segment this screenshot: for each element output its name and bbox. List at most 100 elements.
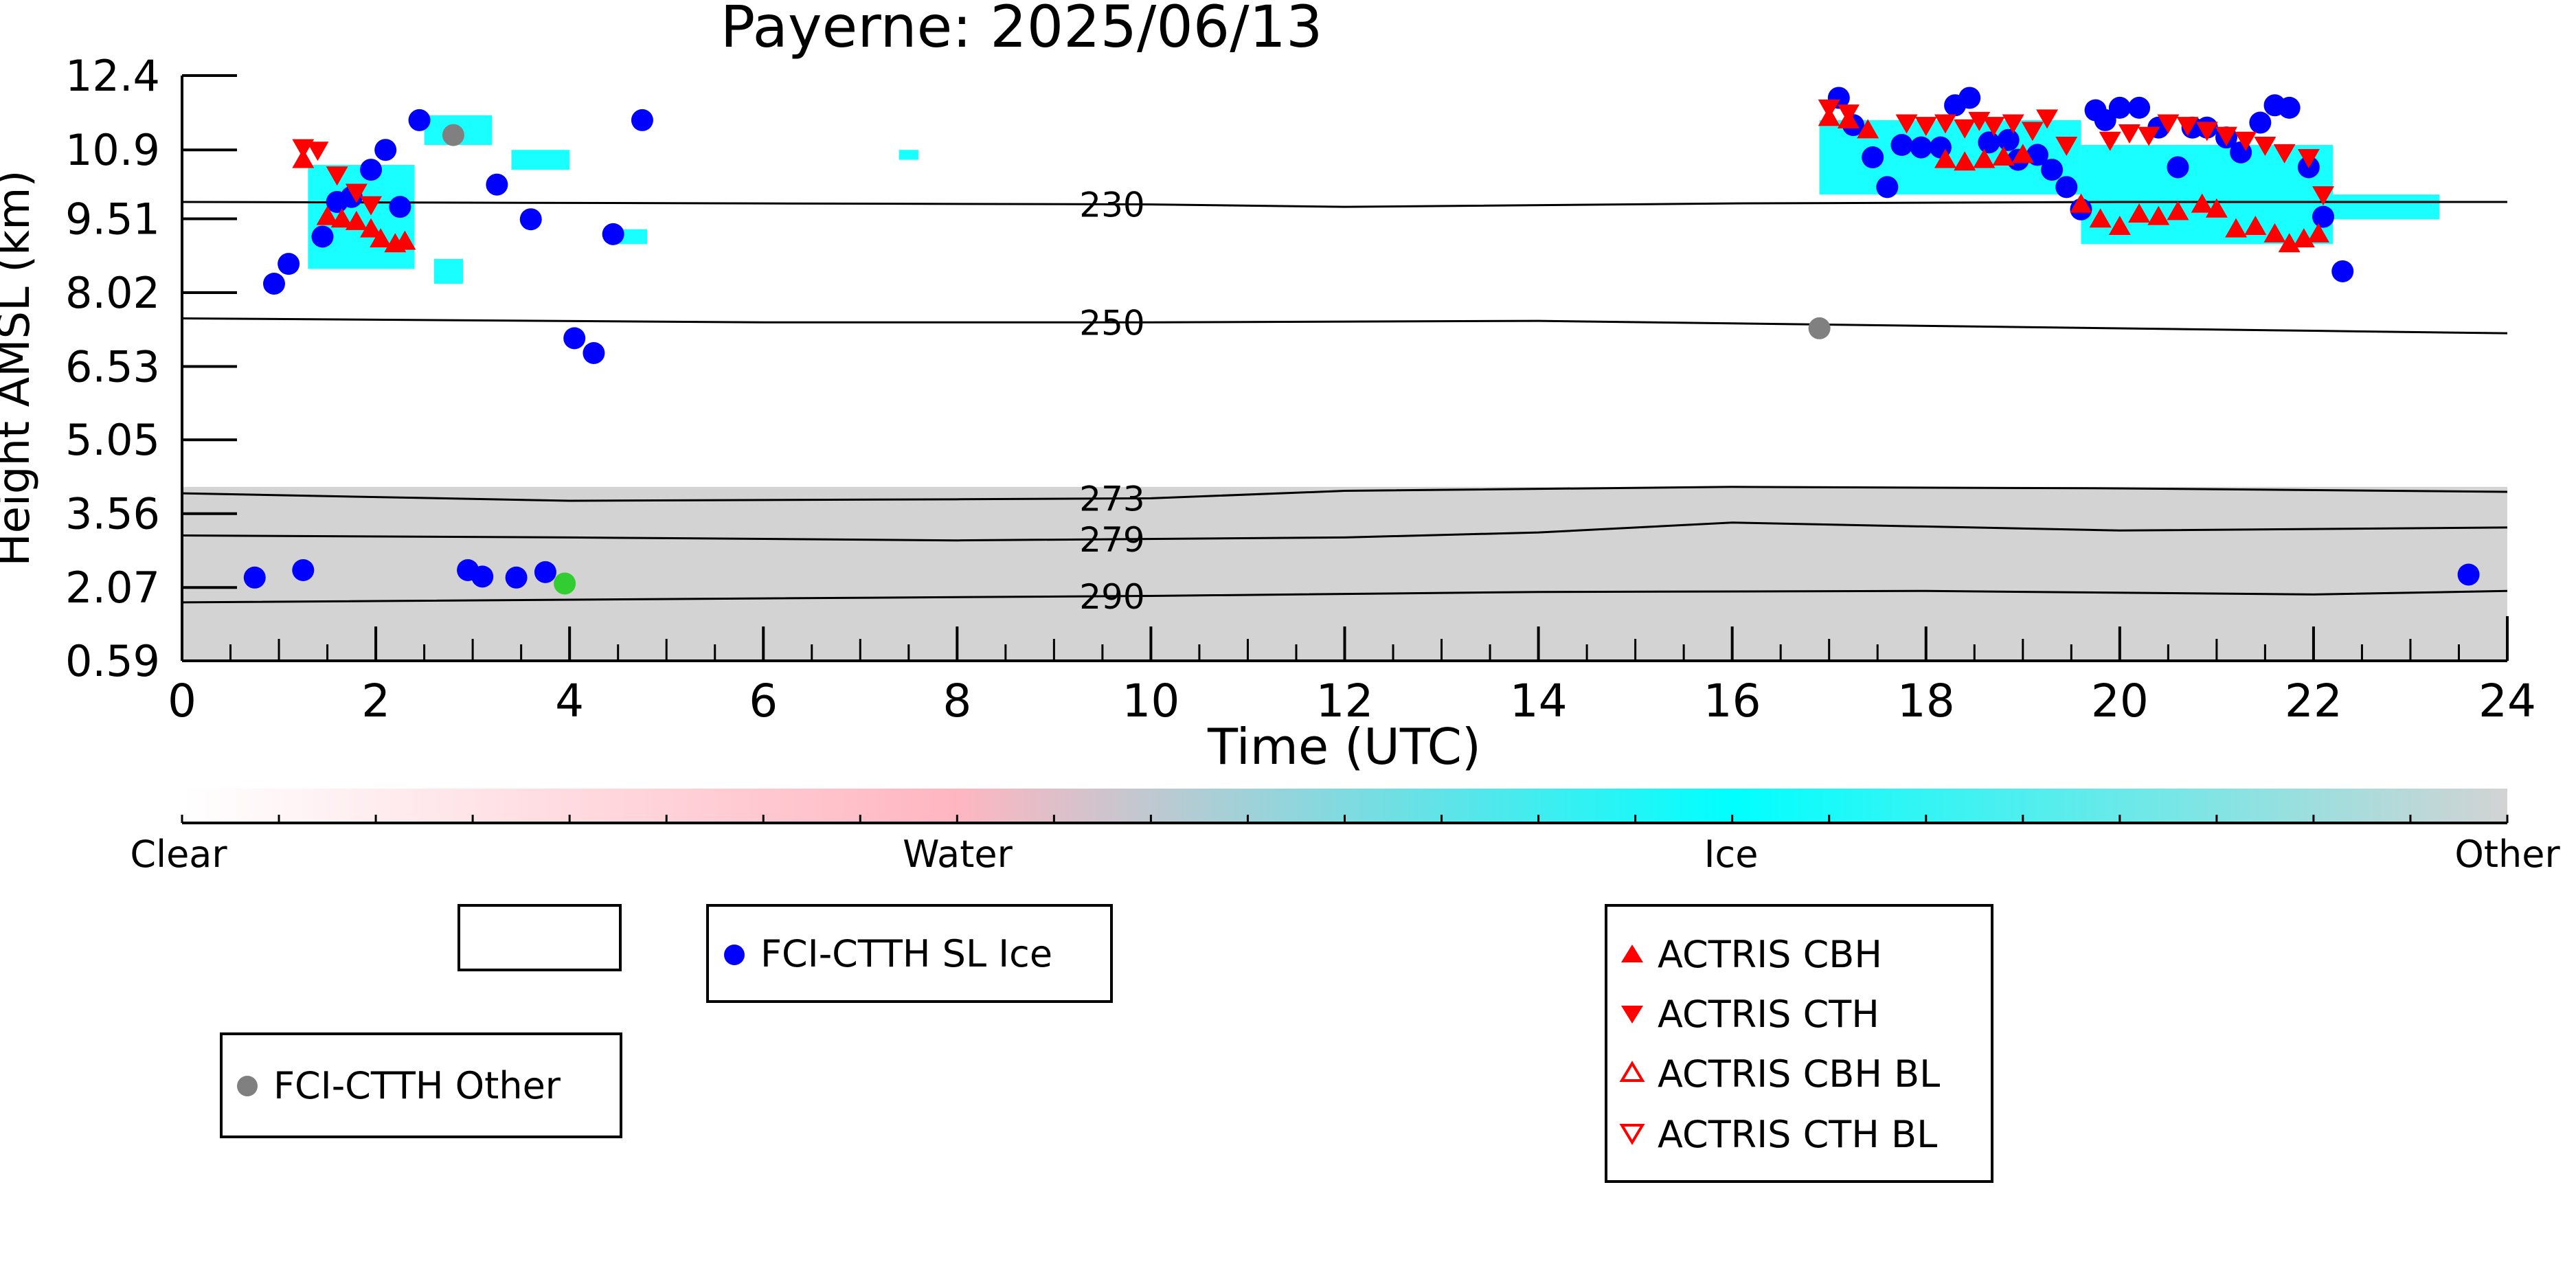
- x-tick-label-12: 24: [2478, 675, 2536, 727]
- marker-s0-53: [2457, 563, 2480, 586]
- marker-s0-49: [2278, 96, 2301, 119]
- marker-s0-26: [1910, 136, 1932, 159]
- marker-s0-30: [1978, 131, 2000, 154]
- marker-s3-2: [345, 210, 368, 230]
- y-ticks: 0.59 2.07 3.56 5.05 6.53 8.02 9.51 10.9 12.4: [65, 51, 237, 686]
- plot-area: [182, 87, 2507, 661]
- marker-s0-52: [2331, 260, 2354, 282]
- legend-other-label: FCI-CTTH Other: [273, 1064, 561, 1107]
- marker-s1-1: [1808, 317, 1831, 339]
- ice-patch-3: [511, 150, 570, 170]
- marker-s0-7: [389, 196, 411, 218]
- marker-s0-12: [583, 341, 605, 364]
- x-tick-label-8: 16: [1704, 675, 1761, 727]
- marker-s3-10: [1857, 119, 1879, 139]
- marker-s0-18: [471, 565, 494, 588]
- marker-s4-17: [2099, 131, 2121, 151]
- y-tick-label-0: 0.59: [65, 636, 160, 686]
- legend-sl-ice-box: [706, 904, 1113, 1003]
- marker-s0-23: [1862, 146, 1884, 169]
- contour-line-273: [182, 486, 2507, 502]
- y-tick-label-3: 5.05: [65, 415, 160, 465]
- marker-s4-10: [1954, 119, 1976, 139]
- marker-s4-13: [2002, 114, 2024, 134]
- ice-patch-5: [899, 150, 918, 160]
- y-tick-label-2: 3.56: [65, 489, 160, 539]
- marker-s0-25: [1890, 133, 1913, 156]
- colorbar-label-water: Water: [903, 833, 1013, 876]
- data-markers: [243, 87, 2480, 595]
- contour-line-279: [182, 521, 2507, 542]
- legend-cbh-bl-marker: [1619, 1061, 1645, 1082]
- marker-s0-47: [2249, 111, 2272, 134]
- marker-s3-7: [292, 148, 315, 168]
- x-tick-label-10: 20: [2091, 675, 2149, 727]
- contour-label-250: 250: [1079, 303, 1144, 343]
- marker-s0-16: [292, 558, 315, 581]
- legend-sl-ice-label: FCI-CTTH SL Ice: [760, 932, 1052, 975]
- marker-s0-39: [2108, 96, 2131, 119]
- marker-s4-24: [2235, 131, 2257, 151]
- contour-label-273: 273: [1079, 479, 1144, 519]
- marker-s0-14: [631, 109, 653, 131]
- legend-other-marker: [237, 1076, 258, 1096]
- colorbar-label-other: Other: [2454, 833, 2560, 876]
- marker-s0-42: [2167, 156, 2189, 179]
- x-tick-label-5: 10: [1122, 675, 1179, 727]
- legend-actris: ACTRIS CBH ACTRIS CTH ACTRIS CBH BL ACTR…: [1605, 904, 1993, 1183]
- marker-s4-21: [2176, 117, 2199, 137]
- marker-s0-2: [311, 225, 334, 248]
- y-tick-label-8: 12.4: [65, 51, 160, 101]
- marker-s4-26: [2273, 144, 2296, 163]
- contour-line-230: [182, 201, 2507, 208]
- marker-s3-28: [2292, 228, 2315, 248]
- marker-s3-18: [2108, 216, 2131, 236]
- marker-s0-5: [360, 159, 383, 181]
- marker-s4-12: [1982, 117, 2005, 137]
- marker-s4-2: [326, 166, 348, 186]
- contour-line-290: [182, 589, 2507, 604]
- marker-s0-38: [2094, 109, 2116, 131]
- legend-actris-box: [1605, 904, 1993, 1183]
- marker-s3-25: [2244, 216, 2267, 236]
- marker-s0-11: [563, 327, 586, 350]
- ice-patch-2: [433, 258, 464, 284]
- legend-cth-marker: [1621, 1006, 1643, 1024]
- marker-s0-0: [262, 272, 285, 295]
- x-tick-label-6: 12: [1316, 675, 1374, 727]
- marker-s3-15: [2011, 144, 2034, 163]
- y-tick-label-5: 8.02: [65, 268, 160, 318]
- ice-patch-4: [618, 229, 647, 245]
- colorbar-ticks: [181, 815, 2509, 823]
- colorbar-label-ice: Ice: [1704, 833, 1759, 876]
- marker-s4-6: [1837, 104, 1860, 124]
- marker-s4-7: [1895, 114, 1918, 134]
- marker-s4-11: [1968, 111, 1991, 131]
- marker-s4-25: [2254, 136, 2276, 156]
- marker-s3-11: [1934, 148, 1956, 168]
- contour-line-250: [182, 317, 2507, 335]
- marker-s3-0: [316, 205, 339, 225]
- marker-s0-35: [2055, 176, 2078, 199]
- marker-s0-10: [519, 208, 542, 231]
- marker-s3-27: [2278, 233, 2301, 253]
- marker-s3-1: [330, 208, 353, 228]
- marker-s4-20: [2157, 114, 2180, 134]
- marker-s0-15: [243, 566, 266, 589]
- marker-s0-6: [374, 139, 397, 161]
- marker-s0-34: [2041, 159, 2064, 181]
- marker-s0-31: [1997, 128, 2020, 151]
- marker-s4-9: [1934, 114, 1956, 134]
- marker-s4-19: [2138, 126, 2160, 146]
- marker-s0-1: [278, 253, 300, 275]
- marker-s0-40: [2128, 96, 2151, 119]
- legend-other-box: [220, 1032, 622, 1138]
- marker-s0-51: [2312, 205, 2335, 228]
- marker-s3-19: [2128, 203, 2151, 223]
- colorbar-label-clear: Clear: [130, 833, 227, 876]
- x-tick-label-0: 0: [168, 675, 196, 727]
- marker-s3-13: [1973, 148, 1996, 168]
- x-ticks: 0 2 4 6 8 10 12 14 16 18 20 22 24: [168, 626, 2536, 727]
- marker-s3-12: [1954, 151, 1976, 171]
- marker-s4-27: [2297, 149, 2320, 169]
